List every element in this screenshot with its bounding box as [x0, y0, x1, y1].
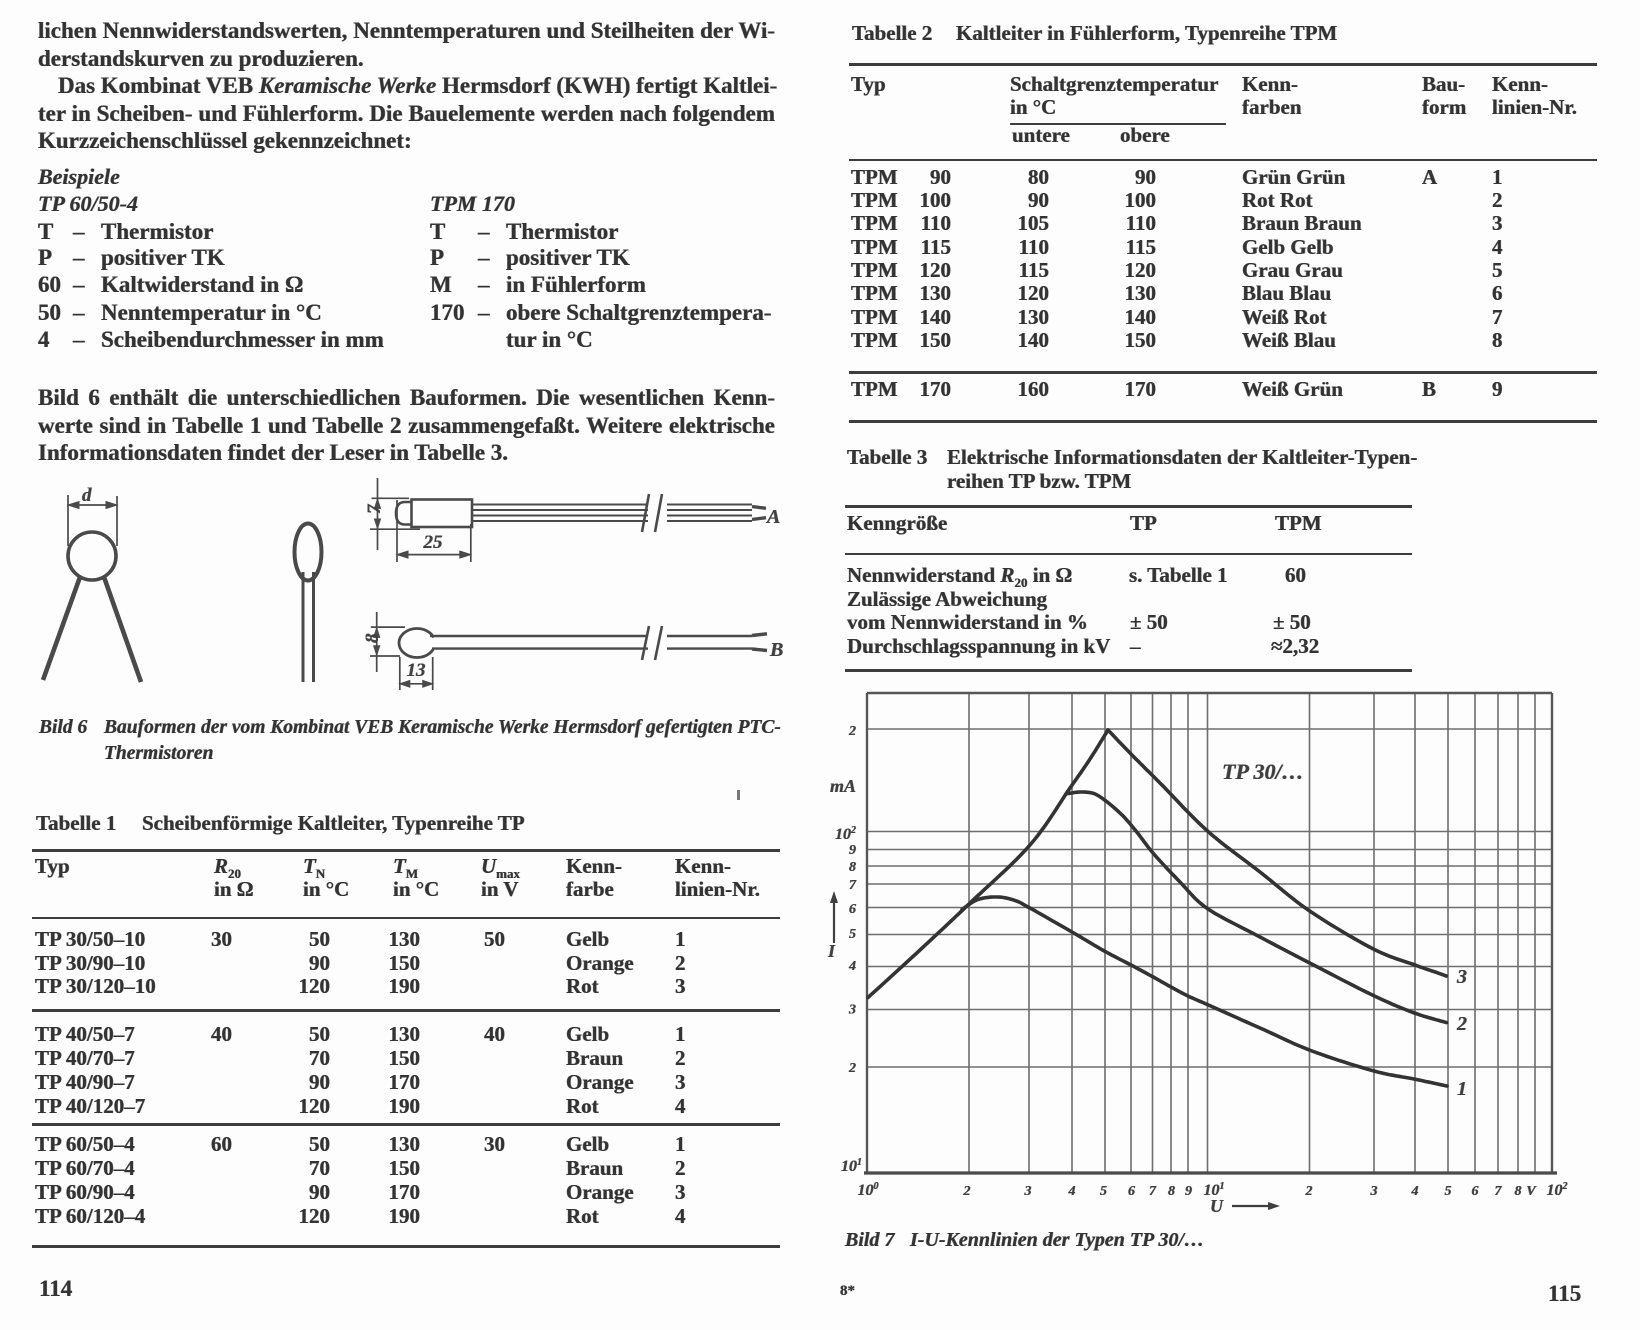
svg-text:101: 101: [841, 1157, 862, 1175]
svg-text:5: 5: [1100, 1184, 1107, 1199]
svg-text:mA: mA: [830, 776, 856, 796]
svg-text:7: 7: [1495, 1184, 1503, 1199]
svg-text:5: 5: [1445, 1184, 1452, 1199]
svg-text:101: 101: [1204, 1181, 1225, 1199]
svg-text:I: I: [827, 941, 836, 961]
svg-text:8: 8: [849, 860, 856, 875]
svg-text:1: 1: [1457, 1078, 1467, 1100]
svg-text:2: 2: [963, 1184, 971, 1199]
svg-text:2: 2: [1305, 1184, 1313, 1199]
svg-text:3: 3: [1456, 966, 1467, 988]
svg-text:U: U: [1210, 1196, 1224, 1216]
svg-text:7: 7: [364, 503, 385, 514]
svg-text:13: 13: [407, 660, 426, 681]
svg-text:4: 4: [1068, 1184, 1076, 1199]
svg-text:5: 5: [849, 927, 856, 942]
svg-text:100: 100: [858, 1181, 879, 1199]
svg-text:3: 3: [1024, 1184, 1032, 1199]
svg-text:102: 102: [835, 825, 856, 843]
svg-text:6: 6: [1128, 1184, 1135, 1199]
svg-text:A: A: [765, 506, 780, 528]
svg-text:9: 9: [849, 843, 856, 858]
svg-text:TP 30/…: TP 30/…: [1222, 759, 1304, 784]
svg-text:8: 8: [1515, 1184, 1522, 1199]
svg-text:6: 6: [1472, 1184, 1479, 1199]
svg-text:25: 25: [423, 532, 444, 553]
svg-text:V: V: [1526, 1184, 1537, 1199]
svg-text:2: 2: [848, 724, 856, 739]
svg-text:8: 8: [362, 633, 383, 643]
svg-text:7: 7: [1149, 1184, 1157, 1199]
svg-text:2: 2: [848, 1061, 856, 1076]
svg-text:4: 4: [1411, 1184, 1419, 1199]
svg-text:B: B: [769, 639, 783, 661]
svg-text:2: 2: [1456, 1013, 1467, 1035]
svg-text:9: 9: [1185, 1184, 1192, 1199]
svg-text:6: 6: [849, 902, 856, 917]
svg-text:4: 4: [848, 959, 856, 974]
svg-text:3: 3: [1370, 1184, 1378, 1199]
svg-text:7: 7: [849, 878, 857, 893]
svg-text:102: 102: [1547, 1181, 1568, 1199]
svg-text:8: 8: [1168, 1184, 1175, 1199]
svg-text:d: d: [82, 485, 92, 506]
svg-text:3: 3: [848, 1003, 856, 1018]
